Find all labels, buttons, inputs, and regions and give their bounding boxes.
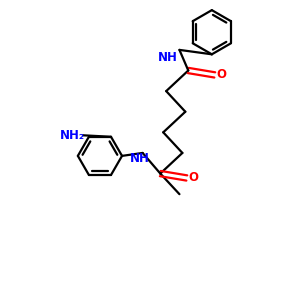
Text: NH₂: NH₂ (60, 129, 85, 142)
Text: O: O (216, 68, 226, 81)
Text: O: O (188, 172, 198, 184)
Text: NH: NH (158, 51, 178, 64)
Text: NH: NH (130, 152, 150, 165)
